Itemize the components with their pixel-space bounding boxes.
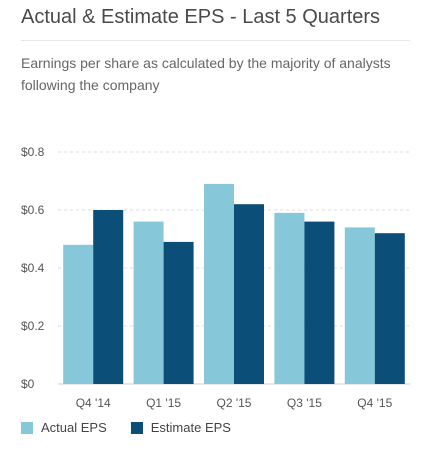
bar-estimate (304, 221, 335, 384)
y-tick-label: $0 (21, 377, 35, 391)
legend-swatch-estimate (130, 421, 143, 434)
bar-actual (133, 221, 164, 384)
legend-label-estimate: Estimate EPS (150, 420, 231, 435)
x-tick-label: Q4 '15 (357, 396, 392, 410)
bar-actual (204, 183, 234, 384)
y-tick-label: $0.2 (21, 319, 45, 333)
y-tick-label: $0.8 (21, 145, 45, 159)
chart-subtitle: Earnings per share as calculated by the … (21, 55, 391, 93)
legend-item-actual[interactable]: Actual EPS (21, 420, 107, 435)
chart-title: Actual & Estimate EPS - Last 5 Quarters (21, 6, 381, 28)
legend-item-estimate[interactable]: Estimate EPS (130, 420, 231, 435)
chart-legend: Actual EPS Estimate EPS (21, 420, 255, 435)
legend-swatch-actual (21, 421, 33, 434)
bar-actual (344, 227, 375, 384)
x-tick-label: Q2 '15 (217, 396, 252, 410)
x-tick-label: Q1 '15 (146, 396, 181, 410)
bar-estimate (93, 210, 124, 384)
bar-actual (63, 244, 94, 384)
y-tick-label: $0.4 (21, 261, 45, 275)
bar-estimate (234, 204, 264, 384)
title-divider (21, 40, 410, 41)
x-tick-label: Q3 '15 (287, 396, 322, 410)
x-tick-label: Q4 '14 (76, 396, 111, 410)
legend-label-actual: Actual EPS (41, 420, 107, 435)
bar-estimate (374, 233, 405, 384)
bar-estimate (163, 241, 194, 384)
y-tick-label: $0.6 (21, 203, 45, 217)
bar-actual (274, 212, 305, 384)
